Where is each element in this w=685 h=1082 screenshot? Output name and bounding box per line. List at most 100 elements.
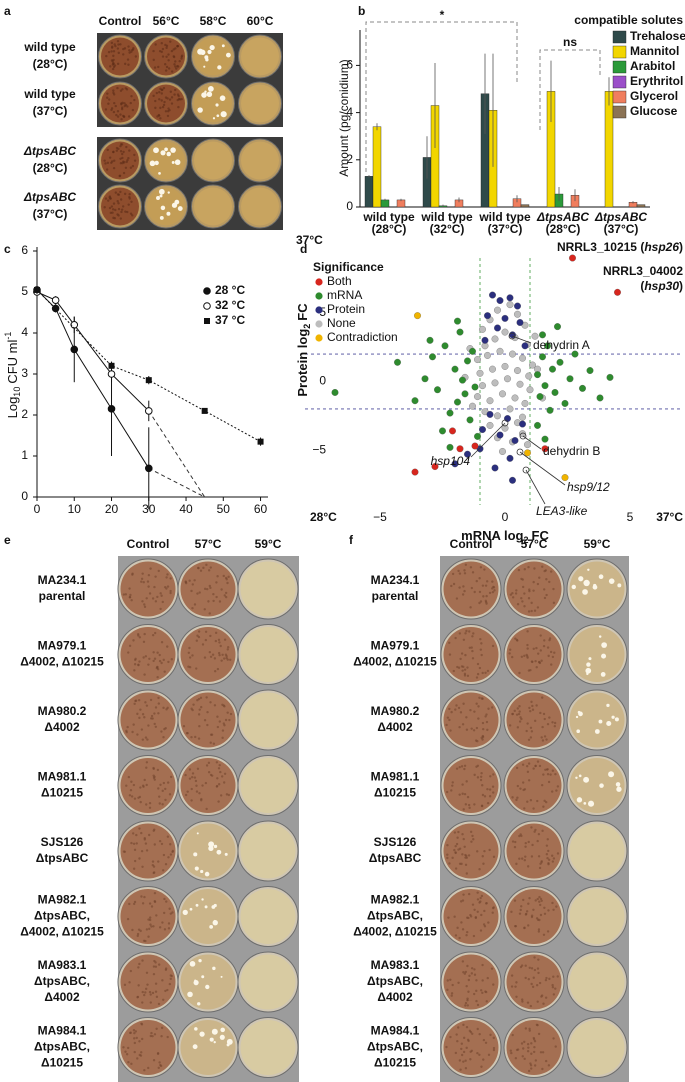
growth-texture <box>109 211 113 215</box>
growth-texture <box>158 926 162 929</box>
growth-texture <box>140 1037 144 1041</box>
growth-texture <box>453 848 456 852</box>
growth-texture <box>131 214 134 217</box>
growth-texture <box>154 99 157 103</box>
colony <box>156 196 160 200</box>
growth-texture <box>542 805 545 808</box>
growth-texture <box>184 773 187 777</box>
growth-texture <box>140 1023 144 1026</box>
growth-texture <box>482 923 486 926</box>
growth-texture <box>511 712 514 716</box>
growth-texture <box>448 862 451 865</box>
growth-texture <box>486 976 489 980</box>
growth-texture <box>522 788 525 792</box>
legend-label: Erythritol <box>630 74 683 88</box>
growth-texture <box>222 781 226 784</box>
growth-texture <box>530 1052 533 1055</box>
growth-texture <box>489 1033 492 1037</box>
y-tick-label: 5 <box>21 284 28 298</box>
growth-texture <box>167 107 170 110</box>
growth-texture <box>541 725 544 729</box>
legend-label: Protein <box>327 302 365 316</box>
legend-marker <box>315 334 323 342</box>
growth-texture <box>509 593 513 596</box>
highlight-ring <box>508 332 516 340</box>
growth-texture <box>140 580 143 583</box>
data-point <box>494 324 501 332</box>
panel-letter: f <box>349 533 354 547</box>
growth-texture <box>173 63 176 66</box>
growth-texture <box>533 1040 537 1043</box>
growth-texture <box>533 1064 537 1067</box>
growth-texture <box>468 646 472 649</box>
colony <box>197 1002 201 1006</box>
growth-texture <box>209 733 213 736</box>
growth-texture <box>546 722 550 726</box>
growth-texture <box>168 907 171 910</box>
growth-texture <box>162 706 165 710</box>
data-point <box>519 413 526 421</box>
colony <box>587 800 595 807</box>
x-tick-label: wild type <box>420 210 473 224</box>
growth-texture <box>153 712 156 715</box>
growth-texture <box>552 1037 555 1040</box>
growth-texture <box>515 981 518 984</box>
growth-texture <box>156 651 159 654</box>
colony <box>201 92 207 98</box>
growth-texture <box>456 665 459 669</box>
growth-texture <box>452 669 455 673</box>
data-point <box>561 474 569 482</box>
growth-texture <box>176 45 179 48</box>
growth-texture <box>196 592 199 595</box>
y-tick-label: 5 <box>319 305 326 319</box>
growth-texture <box>488 848 491 852</box>
growth-texture <box>197 630 201 633</box>
legend-label: Glycerol <box>630 89 678 103</box>
growth-texture <box>191 654 194 657</box>
growth-texture <box>465 728 469 731</box>
growth-texture <box>128 51 131 54</box>
growth-texture <box>477 717 480 720</box>
growth-texture <box>537 930 541 933</box>
growth-texture <box>220 659 223 662</box>
row-label: Δ10215 <box>374 1056 416 1070</box>
growth-texture <box>538 866 542 870</box>
growth-texture <box>163 928 167 931</box>
growth-texture <box>534 899 537 902</box>
y-tick-label: 1 <box>21 448 28 462</box>
growth-texture <box>520 905 523 908</box>
growth-texture <box>516 707 519 710</box>
data-point <box>331 389 339 396</box>
data-point <box>501 314 509 322</box>
growth-texture <box>461 960 465 963</box>
plate-agar <box>443 758 499 813</box>
data-point <box>476 369 484 377</box>
growth-texture <box>112 150 115 154</box>
row-label: MA982.1 <box>38 893 87 907</box>
growth-texture <box>133 848 137 852</box>
growth-texture <box>480 913 483 917</box>
growth-texture <box>491 785 495 788</box>
annotation: NRRL3_04002 <box>603 264 683 278</box>
growth-texture <box>162 853 166 857</box>
growth-texture <box>551 901 554 905</box>
growth-texture <box>143 605 147 609</box>
corner-label: 37°C <box>656 510 683 524</box>
growth-texture <box>120 208 124 211</box>
growth-texture <box>187 651 191 654</box>
growth-texture <box>226 646 230 649</box>
data-point <box>484 351 491 359</box>
row-label: Δ4002, Δ10215 <box>20 925 104 939</box>
growth-texture <box>159 783 162 787</box>
growth-texture <box>478 696 481 700</box>
growth-texture <box>455 597 459 600</box>
growth-texture <box>151 597 155 600</box>
growth-texture <box>127 156 130 160</box>
growth-texture <box>524 845 527 848</box>
growth-texture <box>120 102 123 105</box>
y-tick-label: 3 <box>21 366 28 380</box>
growth-texture <box>537 1032 541 1036</box>
colony <box>154 160 159 166</box>
growth-texture <box>552 993 556 996</box>
growth-texture <box>483 568 486 571</box>
